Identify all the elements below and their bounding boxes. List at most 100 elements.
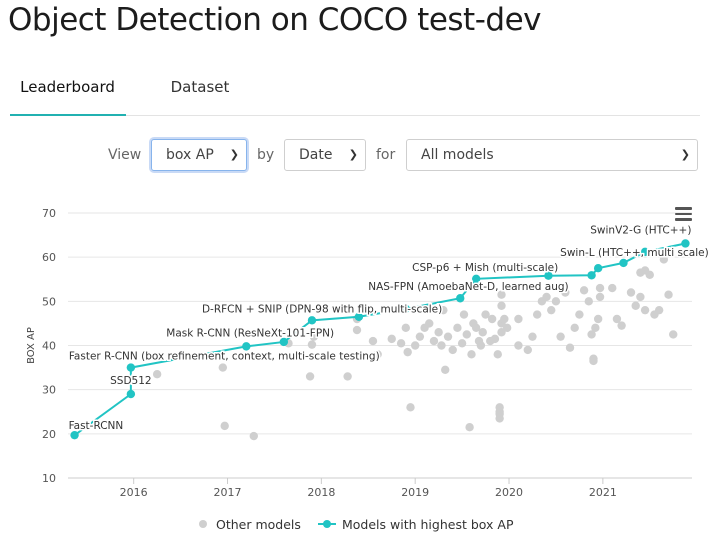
other-model-point [403, 347, 412, 357]
other-model-point [626, 288, 636, 297]
other-model-point [368, 336, 378, 346]
for-select[interactable]: All models ❯ [406, 139, 698, 171]
y-tick-label: 40 [42, 340, 56, 353]
other-model-point [471, 323, 481, 333]
sota-point [593, 264, 603, 273]
sota-point [242, 342, 251, 351]
legend-marker-highest [318, 520, 336, 528]
other-model-point [441, 365, 450, 374]
other-model-point [476, 341, 486, 350]
other-model-point [152, 370, 162, 379]
legend-item-other-models[interactable]: Other models [198, 516, 301, 534]
other-model-point [669, 330, 678, 339]
legend-label-highest: Models with highest box AP [342, 517, 514, 532]
sota-point [544, 271, 553, 280]
other-model-point [502, 323, 512, 333]
other-model-point [523, 345, 532, 355]
other-model-point [343, 372, 352, 381]
sota-point [681, 239, 690, 248]
sota-point-label: Faster R-CNN (box refinement, context, m… [69, 351, 380, 363]
x-tick-label: 2017 [214, 486, 242, 499]
other-model-point [307, 340, 317, 349]
sota-point-label: D-RFCN + SNIP (DPN-98 with flip, multi-s… [202, 303, 442, 315]
other-model-point [589, 356, 598, 366]
view-select-value: box AP [166, 147, 214, 163]
y-tick-label: 70 [42, 207, 56, 220]
sota-point [307, 316, 317, 325]
other-model-point [387, 334, 396, 344]
other-model-point [654, 305, 664, 315]
other-model-point [497, 328, 506, 337]
other-model-point [490, 334, 500, 344]
other-model-point [220, 421, 229, 431]
chevron-down-icon: ❯ [348, 148, 358, 161]
y-tick-label: 60 [42, 251, 56, 264]
x-tick-label: 2018 [307, 486, 335, 499]
legend-label-other: Other models [216, 517, 301, 532]
other-model-point [478, 328, 487, 337]
other-model-point [595, 292, 605, 302]
sota-point-label: SwinV2-G (HTC++) [590, 224, 691, 236]
chevron-down-icon: ❯ [680, 148, 690, 161]
other-model-point [462, 330, 471, 339]
sota-point-label: Fast-RCNN [69, 420, 124, 432]
sota-point-label: Mask R-CNN (ResNeXt-101-FPN) [166, 327, 334, 339]
sota-point [401, 304, 411, 314]
other-model-point [570, 323, 579, 333]
tab-bar: Leaderboard Dataset [10, 72, 700, 116]
sota-point-label: Swin-L (HTC++, multi scale) [560, 247, 709, 259]
sota-point-label: NAS-FPN (AmoebaNet-D, learned aug) [368, 281, 568, 293]
other-model-point [664, 290, 673, 299]
other-model-point [497, 301, 506, 310]
other-model-point [415, 332, 425, 341]
sota-point-label: SSD512 [110, 375, 151, 387]
view-label: View [108, 147, 142, 163]
other-model-point [495, 414, 504, 423]
by-select-value: Date [299, 147, 333, 163]
other-model-point [608, 283, 617, 293]
other-model-point [437, 341, 446, 350]
other-model-point [640, 305, 650, 315]
sota-line [73, 242, 686, 436]
other-model-point [547, 305, 556, 315]
other-model-point [218, 363, 228, 372]
x-tick-label: 2019 [401, 486, 429, 499]
other-model-point [410, 341, 420, 350]
box-ap-chart: 10 20 30 40 50 60 70 2016 2017 2018 2019 2020 2021 BO… [26, 207, 710, 499]
other-model-point [542, 292, 551, 302]
hamburger-menu-icon[interactable] [675, 207, 692, 221]
y-tick-label: 50 [42, 295, 56, 308]
legend-item-highest[interactable]: Models with highest box AP [318, 516, 514, 534]
tab-dataset[interactable]: Dataset [170, 78, 230, 96]
other-model-point [561, 288, 570, 297]
y-tick-label: 20 [42, 428, 56, 441]
other-model-point [640, 266, 650, 275]
other-model-point [396, 339, 406, 348]
for-select-value: All models [421, 147, 494, 163]
x-tick-label: 2021 [589, 486, 617, 499]
sota-point-label: CSP-p6 + Mish (multi-scale) [412, 262, 558, 274]
other-model-point [659, 255, 669, 264]
x-tick-label: 2020 [495, 486, 523, 499]
other-model-point [352, 325, 362, 335]
other-model-point [514, 341, 523, 350]
view-select[interactable]: box AP ❯ [151, 139, 247, 171]
sota-point [471, 274, 481, 284]
sota-point [279, 337, 289, 347]
y-tick-label: 10 [42, 472, 56, 485]
tab-leaderboard[interactable]: Leaderboard [20, 78, 115, 96]
sota-point [456, 294, 465, 303]
other-model-point [425, 319, 434, 328]
other-model-point [373, 350, 382, 359]
tab-divider [10, 115, 700, 116]
other-model-point [459, 310, 469, 319]
other-model-point [453, 323, 462, 333]
other-model-point [249, 431, 258, 441]
other-model-point [565, 343, 575, 352]
other-model-point [448, 345, 457, 355]
other-model-point [584, 297, 593, 306]
chevron-down-icon: ❯ [229, 148, 239, 161]
sota-point [126, 363, 136, 372]
by-select[interactable]: Date ❯ [284, 139, 366, 171]
other-model-point [401, 323, 411, 333]
